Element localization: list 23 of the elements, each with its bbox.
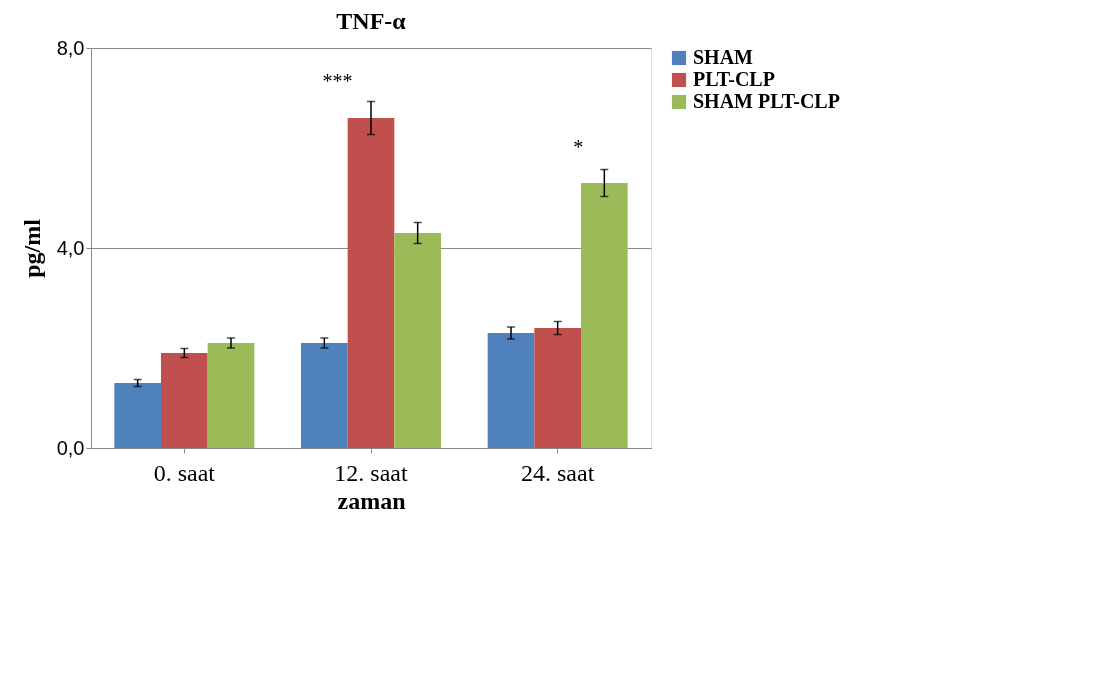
y-tick-label: 8,0: [56, 36, 85, 59]
y-tick-label: 4,0: [56, 236, 85, 259]
bar: [207, 343, 255, 448]
bar: [301, 343, 348, 448]
bar: [347, 118, 395, 448]
bar: [394, 233, 441, 448]
bar: [161, 353, 208, 448]
bar: [534, 328, 581, 448]
bar: [581, 183, 628, 448]
annotation: *: [573, 136, 584, 158]
annotation: ***: [322, 70, 353, 92]
bar: [114, 383, 161, 448]
x-tick-label: 24. saat: [521, 459, 595, 486]
legend-label: PLT-CLP: [693, 68, 775, 90]
y-axis-title: pg/ml: [18, 218, 45, 278]
chart-title: TNF-α: [336, 8, 407, 34]
y-tick-label: 0,0: [56, 436, 85, 459]
x-tick-label: 12. saat: [334, 459, 408, 486]
legend-label: SHAM: [693, 46, 754, 68]
legend-label: SHAM PLT-CLP: [693, 90, 840, 112]
bar: [487, 333, 535, 448]
x-axis-title: zaman: [337, 487, 406, 514]
x-tick-label: 0. saat: [153, 459, 216, 486]
